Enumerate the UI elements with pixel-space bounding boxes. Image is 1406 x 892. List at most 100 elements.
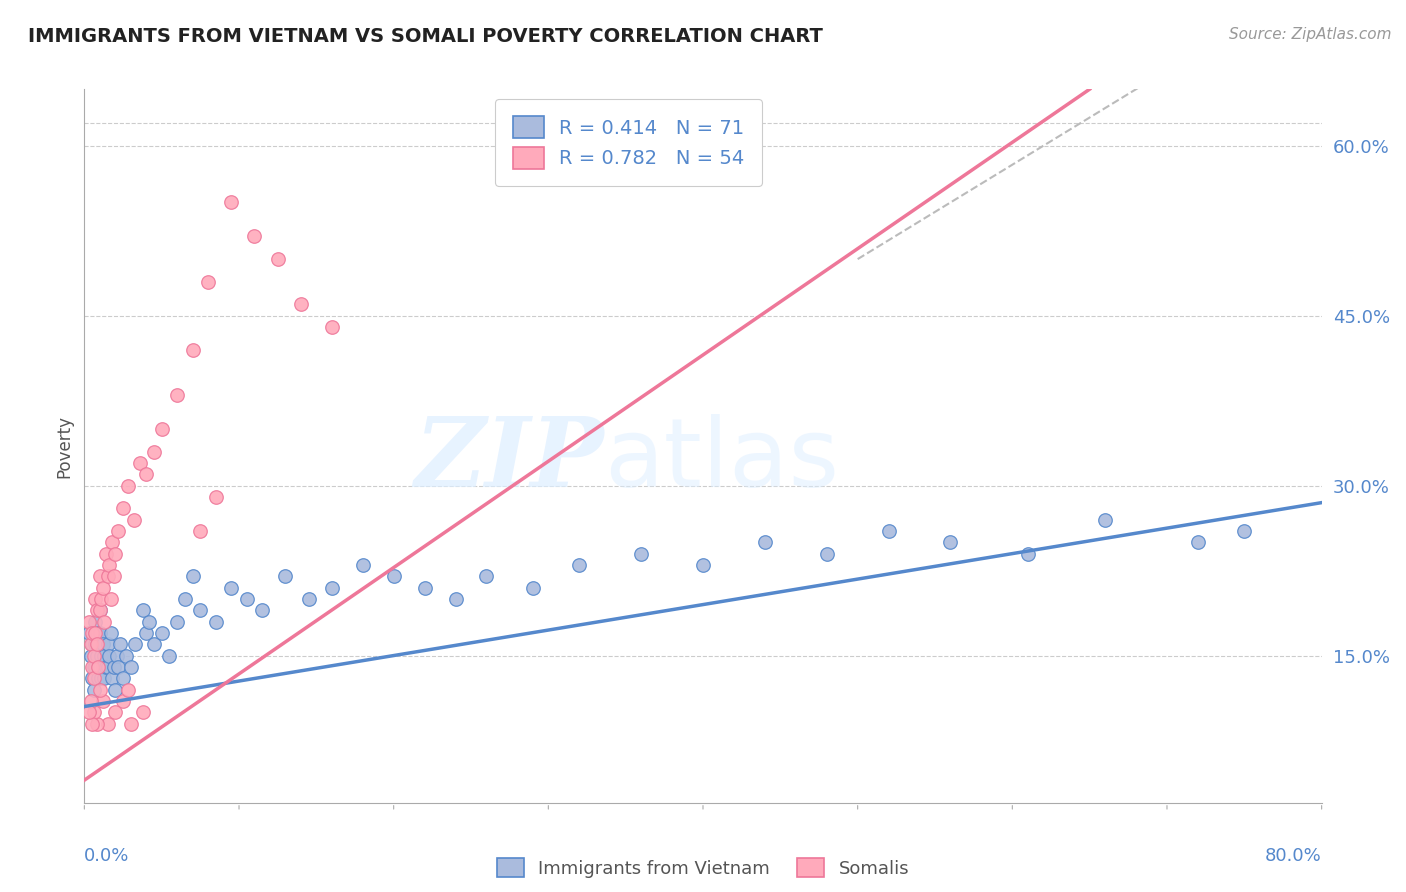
Point [321,581,343,595]
Point [89,603,111,617]
Point [132,603,155,617]
Point [243,229,266,244]
Point [112,501,135,516]
Point [444,591,467,606]
Point [84,660,107,674]
Point [692,558,714,572]
Point [219,195,242,210]
Point [94,660,117,674]
Point [274,569,297,583]
Point [235,591,259,606]
Point [197,275,219,289]
Point [96,569,118,583]
Point [166,615,188,629]
Point [205,615,228,629]
Point [135,467,157,482]
Point [84,626,107,640]
Point [86,648,108,663]
Point [91,660,114,674]
Point [84,615,107,629]
Point [79,648,101,663]
Point [79,637,101,651]
Point [89,603,111,617]
Point [77,626,100,640]
Text: 0.0%: 0.0% [84,847,129,865]
Point [205,490,228,504]
Text: atlas: atlas [605,414,839,507]
Point [79,694,101,708]
Point [83,705,105,719]
Point [1017,547,1039,561]
Point [77,705,100,719]
Point [98,648,121,663]
Point [103,569,125,583]
Point [181,343,204,357]
Point [321,320,343,334]
Point [83,682,105,697]
Point [83,660,105,674]
Y-axis label: Poverty: Poverty [55,415,73,477]
Point [100,626,122,640]
Point [267,252,290,266]
Point [413,581,436,595]
Point [150,626,173,640]
Point [89,569,111,583]
Point [188,603,211,617]
Point [120,716,142,731]
Point [82,660,104,674]
Point [82,637,104,651]
Point [101,671,124,685]
Point [96,637,118,651]
Point [112,694,135,708]
Point [877,524,900,538]
Point [132,705,155,719]
Point [84,637,107,651]
Point [96,660,118,674]
Point [89,626,111,640]
Point [568,558,591,572]
Point [103,660,125,674]
Point [89,682,111,697]
Point [91,637,114,651]
Point [143,637,166,651]
Point [159,648,180,663]
Point [129,456,152,470]
Point [107,524,129,538]
Point [82,671,104,685]
Point [82,626,104,640]
Point [94,547,117,561]
Point [96,716,118,731]
Point [115,648,138,663]
Point [166,388,188,402]
Point [104,682,127,697]
Point [83,671,105,685]
Point [120,660,142,674]
Text: IMMIGRANTS FROM VIETNAM VS SOMALI POVERTY CORRELATION CHART: IMMIGRANTS FROM VIETNAM VS SOMALI POVERT… [28,27,823,45]
Point [101,535,124,549]
Point [83,648,105,663]
Text: ZIP: ZIP [415,413,605,508]
Point [181,569,204,583]
Point [382,569,405,583]
Point [87,637,110,651]
Point [1233,524,1256,538]
Point [290,297,312,311]
Point [84,591,107,606]
Point [90,671,112,685]
Point [87,671,110,685]
Point [87,660,110,674]
Point [939,535,962,549]
Point [86,626,108,640]
Point [250,603,273,617]
Point [143,444,166,458]
Point [89,660,111,674]
Point [174,591,197,606]
Point [297,591,319,606]
Point [219,581,242,595]
Point [93,671,115,685]
Point [104,705,127,719]
Text: 80.0%: 80.0% [1265,847,1322,865]
Text: Source: ZipAtlas.com: Source: ZipAtlas.com [1229,27,1392,42]
Point [104,547,127,561]
Point [108,637,131,651]
